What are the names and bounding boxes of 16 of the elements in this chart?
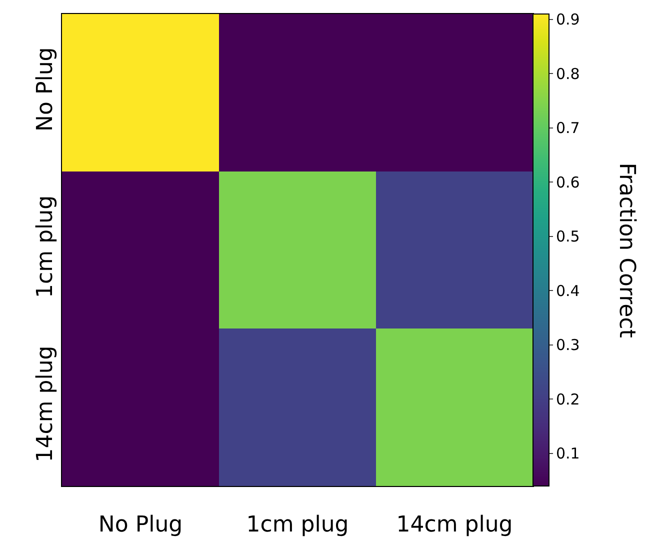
color-bar-label: 0.6 [556, 173, 580, 192]
color-bar-label: 0.4 [556, 282, 580, 300]
y-tick-label: 14cm plug [33, 346, 58, 462]
color-bar-title: Fraction Correct [614, 162, 640, 338]
x-tick-label: 14cm plug [396, 512, 513, 538]
y-tick-label: 1cm plug [33, 195, 58, 298]
color-bar-label: 0.2 [556, 390, 580, 408]
color-bar-label: 0.1 [556, 444, 580, 463]
color-bar-label: 0.3 [556, 336, 580, 354]
x-tick-label: No Plug [98, 512, 183, 538]
x-tick-label: 1cm plug [246, 512, 349, 538]
color-bar-label: 0.7 [556, 119, 580, 138]
color-bar-label: 0.8 [556, 64, 580, 83]
y-tick-label: No Plug [33, 47, 58, 132]
color-bar-label: 0.5 [556, 228, 580, 246]
color-bar-label: 0.9 [556, 10, 580, 29]
